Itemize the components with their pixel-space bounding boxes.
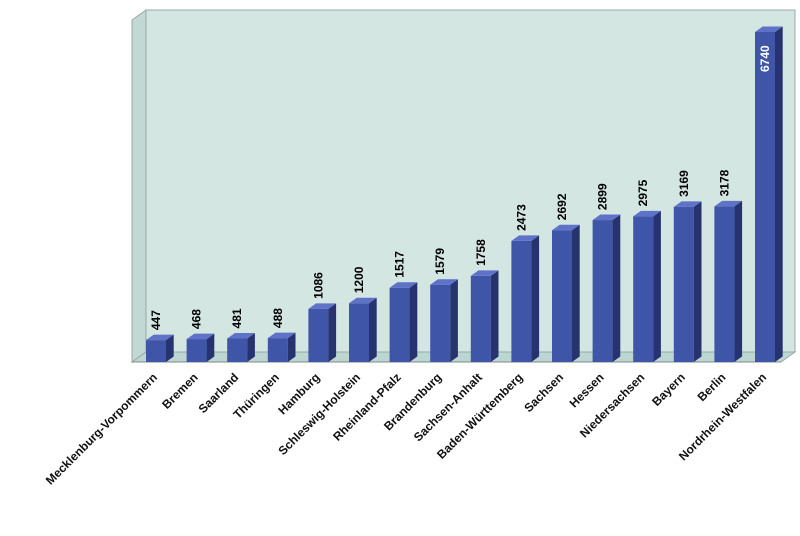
value-label: 481 (230, 308, 244, 328)
bar-front (755, 32, 775, 362)
bar-front (267, 338, 288, 362)
value-labels: 447 468 481 488 1086 1200 1517 1579 1758 2473 2692… (149, 45, 772, 330)
bar-front (389, 287, 410, 362)
category-label: Hessen (567, 370, 607, 410)
bar (227, 332, 255, 362)
value-label: 447 (149, 310, 163, 330)
value-label: 3169 (677, 170, 691, 197)
bar-side (775, 26, 783, 362)
bar (470, 270, 499, 362)
bar (511, 235, 540, 362)
value-label: 488 (271, 308, 285, 328)
bar-top (592, 214, 621, 221)
bar (592, 214, 621, 362)
bar (146, 334, 174, 362)
bar-side (531, 235, 540, 362)
bar-front (633, 216, 654, 362)
bar-top (633, 210, 661, 217)
value-label: 3178 (717, 169, 731, 196)
bar-top (146, 334, 174, 341)
bar-front (227, 338, 248, 362)
bar-side (734, 200, 743, 362)
bar-front (146, 340, 166, 362)
bar-top (714, 200, 743, 207)
bar (267, 332, 296, 362)
bar-side (206, 333, 215, 362)
category-label: Sachsen (521, 370, 566, 415)
bar-front (714, 206, 735, 362)
value-label: 1517 (393, 251, 407, 278)
bar-top (552, 224, 580, 231)
bar-front (552, 230, 572, 362)
value-label: 2473 (514, 204, 528, 231)
bar-top (186, 333, 215, 340)
bar-top (673, 201, 702, 207)
bar-top (227, 332, 255, 339)
bar-side (490, 270, 499, 362)
bar-front (673, 206, 694, 362)
bar-side (369, 297, 377, 362)
value-label: 1758 (474, 239, 488, 266)
value-label: 1200 (352, 266, 366, 293)
chart-background-walls (130, 9, 797, 363)
category-label: Berlin (695, 370, 729, 404)
bar-top (430, 279, 458, 285)
bar-front (470, 275, 491, 362)
bar-side (409, 282, 418, 362)
bar-front (592, 220, 613, 362)
bar (552, 224, 580, 362)
bar (389, 282, 418, 362)
bar-front (430, 284, 451, 362)
value-label: 2692 (555, 193, 569, 220)
value-label: 1579 (433, 248, 447, 275)
value-label: 468 (190, 309, 204, 329)
bar-side (572, 224, 580, 362)
bar-side (693, 201, 702, 362)
bar-top (308, 303, 337, 309)
bar (755, 26, 783, 362)
bar (308, 303, 337, 362)
bar (714, 200, 743, 362)
bar-side (450, 279, 458, 362)
bar-side (166, 334, 174, 362)
bar-top (267, 332, 296, 339)
bar-side (247, 332, 255, 362)
value-label: 2899 (596, 183, 610, 210)
bar-front (511, 240, 532, 362)
value-label: 1086 (311, 272, 325, 299)
bar-side (612, 214, 621, 362)
bar-side (653, 210, 661, 362)
bar (186, 333, 215, 362)
category-labels: Mecklenburg-Vorpommern BremenSaarlandThür… (43, 370, 769, 487)
bar (349, 297, 377, 362)
bar-top (349, 297, 377, 304)
category-label: Bayern (649, 370, 688, 409)
value-label: 2975 (636, 179, 650, 206)
bar-top (470, 270, 499, 276)
bar-side (287, 332, 296, 362)
bar (633, 210, 661, 362)
bar-front (186, 339, 207, 362)
bar-front (308, 308, 329, 362)
bar-side (328, 303, 337, 362)
side-wall (131, 9, 147, 363)
bar (430, 279, 458, 362)
bar-front (349, 303, 369, 362)
bar-top (755, 26, 783, 32)
bar-top (511, 235, 540, 241)
category-label: Bremen (159, 370, 200, 411)
bar-top (389, 282, 418, 288)
bar-series (146, 26, 783, 362)
value-label: 6740 (758, 45, 772, 72)
category-label: Mecklenburg-Vorpommern (43, 370, 160, 487)
bar (673, 201, 702, 362)
